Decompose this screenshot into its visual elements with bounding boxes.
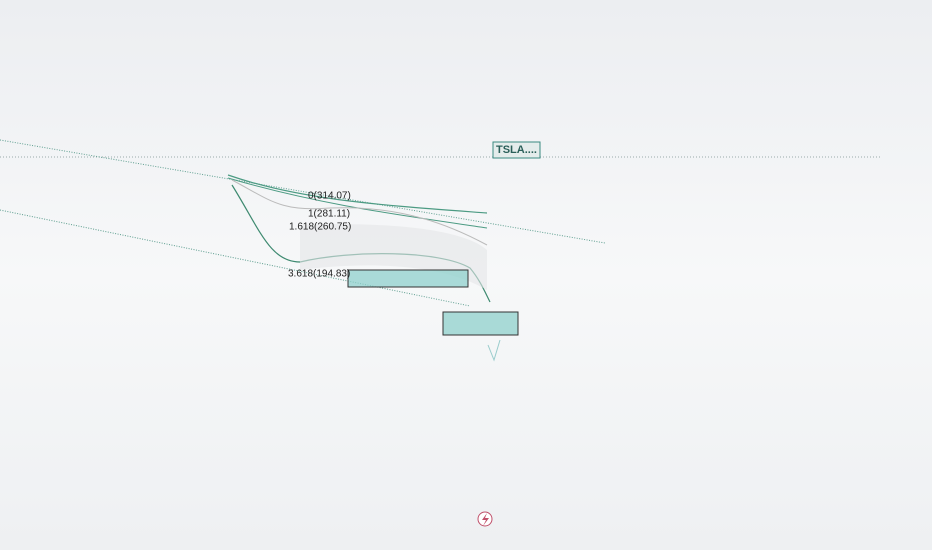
zone-box [442,311,519,336]
fib-label: 0(314.07) [308,191,351,202]
symbol-label-box [492,141,541,159]
fib-label: 3.618(194.83) [288,269,350,280]
ma-band [300,224,487,290]
drawings [0,139,880,362]
ma-curve [231,179,488,246]
symbol-label: TSLA.... [496,144,537,156]
zone-box [347,269,469,288]
trend-line [227,174,488,214]
projection [487,339,501,362]
dividend-icon [477,511,493,527]
fib-label: 1.618(260.75) [289,222,351,233]
fib-label: 1(281.11) [308,209,350,220]
